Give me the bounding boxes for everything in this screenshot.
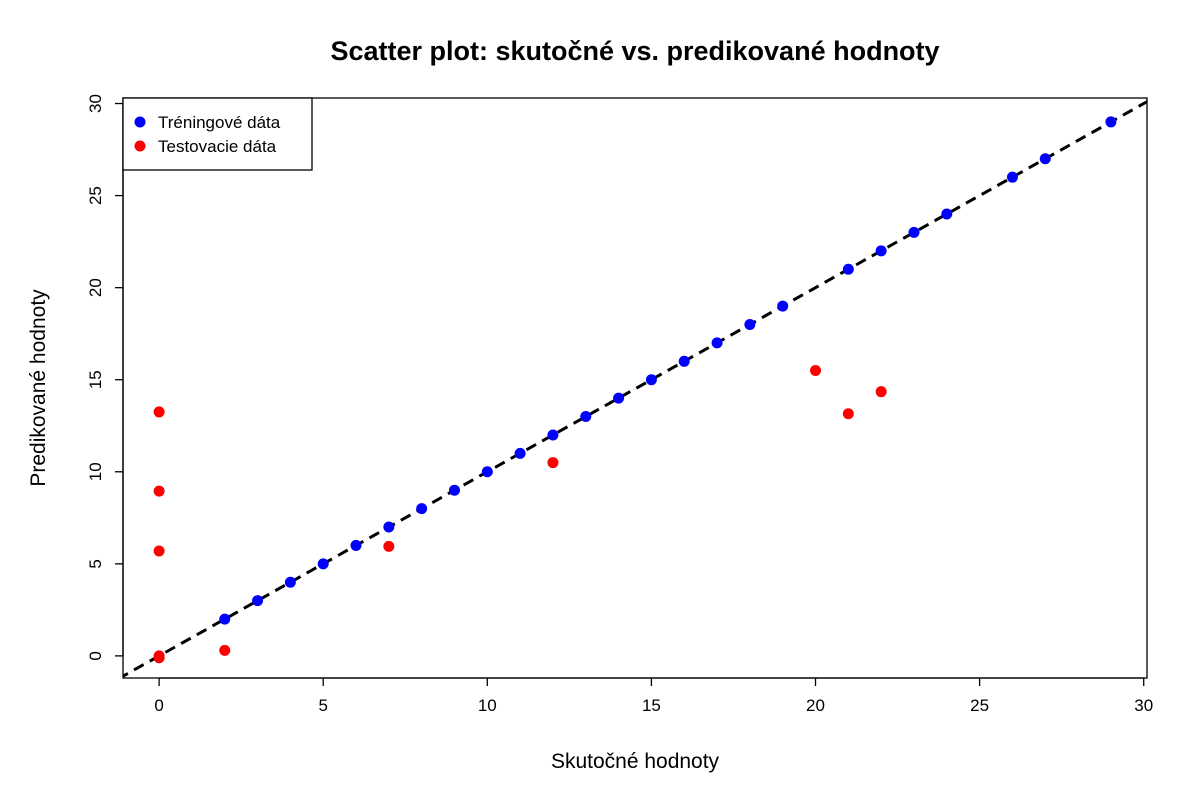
x-axis-label: Skutočné hodnoty <box>551 750 720 773</box>
legend-box <box>122 97 313 171</box>
y-axis-label: Predikované hodnoty <box>27 289 50 487</box>
training-point <box>777 300 789 312</box>
training-point <box>514 447 526 459</box>
testing-point <box>547 457 559 469</box>
x-axis: 0 5 10 15 20 25 30 <box>154 677 1153 715</box>
training-point <box>481 466 493 478</box>
x-tick-label: 30 <box>1134 696 1153 715</box>
training-point <box>252 595 264 607</box>
y-tick-label: 10 <box>86 462 105 481</box>
x-tick-label: 15 <box>642 696 661 715</box>
training-point <box>416 503 428 515</box>
training-point <box>219 613 231 625</box>
y-tick-label: 20 <box>86 278 105 297</box>
testing-point <box>153 485 165 497</box>
y-tick-label: 0 <box>86 651 105 660</box>
legend-marker-testing <box>134 140 146 152</box>
training-point <box>908 226 920 238</box>
training-point <box>383 521 395 533</box>
x-tick-label: 25 <box>970 696 989 715</box>
training-point <box>744 318 756 330</box>
x-tick-label: 0 <box>154 696 163 715</box>
testing-point <box>875 386 887 398</box>
y-tick-label: 30 <box>86 94 105 113</box>
legend-marker-training <box>134 116 146 128</box>
data-points <box>153 116 1117 664</box>
training-point <box>448 484 460 496</box>
x-tick-label: 10 <box>478 696 497 715</box>
y-tick-label: 25 <box>86 186 105 205</box>
chart-title: Scatter plot: skutočné vs. predikované h… <box>330 36 939 66</box>
testing-point <box>153 652 165 664</box>
training-point <box>613 392 625 404</box>
training-point <box>875 245 887 257</box>
x-tick-label: 20 <box>806 696 825 715</box>
training-point <box>1006 171 1018 183</box>
y-tick-label: 5 <box>86 559 105 568</box>
training-point <box>1039 153 1051 165</box>
training-point <box>941 208 953 220</box>
training-point <box>678 355 690 367</box>
x-tick-label: 5 <box>318 696 327 715</box>
legend: Tréningové dáta Testovacie dáta <box>122 97 313 171</box>
testing-point <box>383 540 395 552</box>
training-point <box>580 411 592 423</box>
legend-label-testing: Testovacie dáta <box>158 137 277 156</box>
training-point <box>711 337 723 349</box>
testing-point <box>842 408 854 420</box>
training-point <box>284 576 296 588</box>
testing-point <box>219 644 231 656</box>
training-point <box>842 263 854 275</box>
training-point <box>1105 116 1117 128</box>
legend-label-training: Tréningové dáta <box>158 113 281 132</box>
testing-point <box>810 365 822 377</box>
training-point <box>645 374 657 386</box>
y-tick-label: 15 <box>86 370 105 389</box>
training-point <box>547 429 559 441</box>
identity-reference-line <box>123 99 1147 678</box>
testing-point <box>153 406 165 418</box>
testing-point <box>153 545 165 557</box>
y-axis: 0 5 10 15 20 25 30 <box>86 94 124 661</box>
training-point <box>350 539 362 551</box>
training-point <box>317 558 329 570</box>
